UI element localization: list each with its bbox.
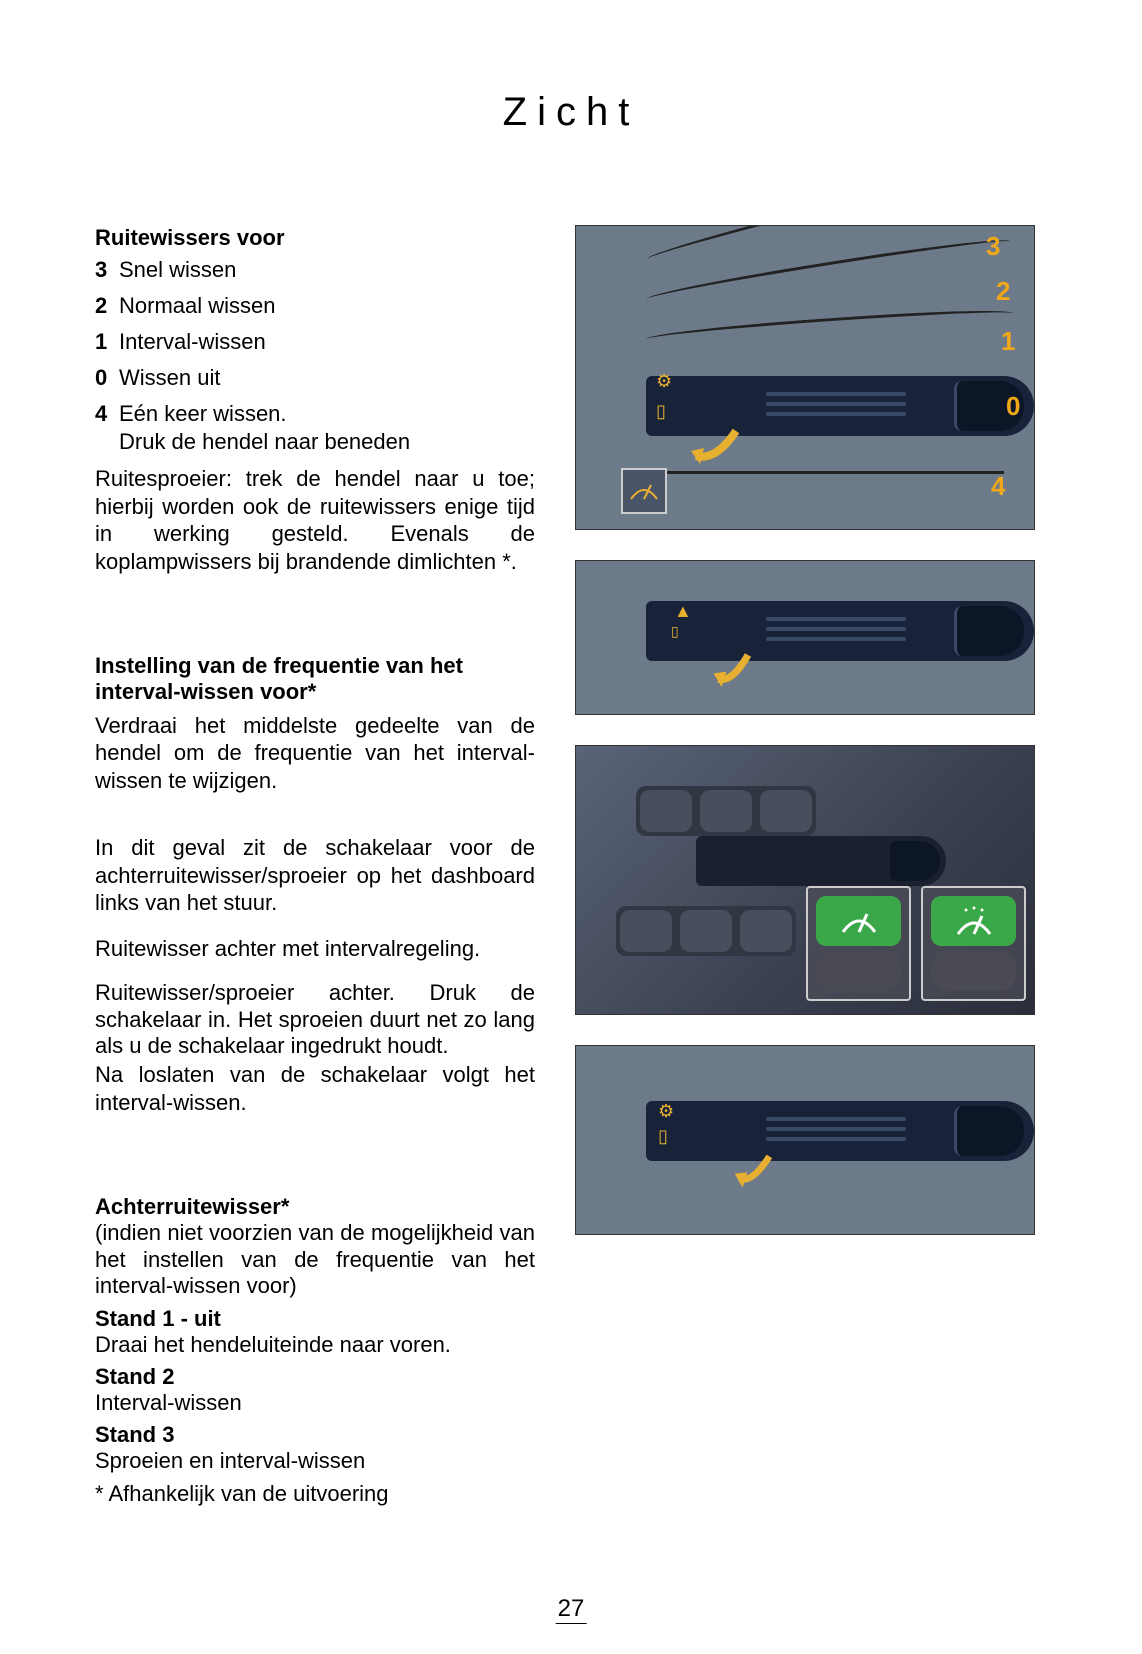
section2-para5: Na loslaten van de schakelaar volgt het … bbox=[95, 1061, 535, 1116]
list-item: 4 Eén keer wissen. bbox=[95, 401, 535, 427]
item-text: Normaal wissen bbox=[119, 293, 276, 319]
page-number: 27 bbox=[556, 1595, 587, 1624]
item-text: Eén keer wissen. bbox=[119, 401, 287, 427]
rear-washer-switch-icon bbox=[921, 886, 1026, 1001]
section1-heading: Ruitewissers voor bbox=[95, 225, 535, 251]
rotate-arrow-icon bbox=[726, 1151, 786, 1191]
section1-paragraph: Ruitesproeier: trek de hendel naar u toe… bbox=[95, 465, 535, 575]
washer-symbol-icon: ▯ bbox=[656, 401, 666, 422]
rotate-arrow-icon bbox=[706, 651, 766, 691]
content-area: Ruitewissers voor 3 Snel wissen 2 Normaa… bbox=[0, 135, 1142, 1507]
figure-rear-stalk-rotate: ⚙ ▯ bbox=[575, 1045, 1035, 1235]
list-item: 3 Snel wissen bbox=[95, 257, 535, 283]
rear-symbol-icon: ▯ bbox=[658, 1126, 668, 1147]
figure-wiper-positions: ⚙ ▯ 3 2 1 0 4 bbox=[575, 225, 1035, 530]
stand1-text: Draai het hendeluiteinde naar voren. bbox=[95, 1332, 535, 1358]
item-text: Interval-wissen bbox=[119, 329, 266, 355]
item-number: 1 bbox=[95, 329, 119, 355]
stand2-title: Stand 2 bbox=[95, 1364, 535, 1390]
ghost-stalk-icon bbox=[646, 305, 1014, 339]
section2-para3: Ruitewisser achter met intervalregeling. bbox=[95, 935, 535, 963]
list-item: 2 Normaal wissen bbox=[95, 293, 535, 319]
item-number: 3 bbox=[95, 257, 119, 283]
rear-wiper-switch-icon bbox=[806, 886, 911, 1001]
fig1-label-3: 3 bbox=[986, 231, 1000, 262]
list-item: 0 Wissen uit bbox=[95, 365, 535, 391]
section3-intro: (indien niet voorzien van de mogelijkhei… bbox=[95, 1220, 535, 1299]
item-number: 4 bbox=[95, 401, 119, 427]
wiper-symbol-icon: ⚙ bbox=[656, 371, 672, 392]
section2-heading: Instelling van de frequentie van het int… bbox=[95, 653, 535, 706]
fig1-label-1: 1 bbox=[1001, 326, 1015, 357]
fig1-label-2: 2 bbox=[996, 276, 1010, 307]
section2-para4: Ruitewisser/sproeier achter. Druk de sch… bbox=[95, 980, 535, 1059]
dash-buttons-upper bbox=[636, 786, 816, 836]
left-column: Ruitewissers voor 3 Snel wissen 2 Normaa… bbox=[95, 225, 535, 1507]
dash-stalk-icon bbox=[696, 836, 946, 886]
section2-para1: Verdraai het middelste gedeelte van de h… bbox=[95, 712, 535, 795]
footnote: * Afhankelijk van de uitvoering bbox=[95, 1481, 535, 1507]
stand1-title: Stand 1 - uit bbox=[95, 1306, 535, 1332]
interval-symbol-icon: ▲ bbox=[674, 601, 692, 622]
item-number: 0 bbox=[95, 365, 119, 391]
item-text: Snel wissen bbox=[119, 257, 236, 283]
stand3-title: Stand 3 bbox=[95, 1422, 535, 1448]
dash-buttons-lower bbox=[616, 906, 796, 956]
page-title: Zicht bbox=[0, 0, 1142, 135]
item-subtext: Druk de hendel naar beneden bbox=[119, 429, 535, 455]
stalk-icon bbox=[646, 601, 1034, 661]
ghost-stalk-icon bbox=[645, 225, 1004, 259]
wiper-symbol-icon: ⚙ bbox=[658, 1101, 674, 1122]
list-item: 1 Interval-wissen bbox=[95, 329, 535, 355]
stand2-text: Interval-wissen bbox=[95, 1390, 535, 1416]
stalk-icon bbox=[646, 1101, 1034, 1161]
right-column: ⚙ ▯ 3 2 1 0 4 ▲ ▯ bbox=[575, 225, 1035, 1507]
item-text: Wissen uit bbox=[119, 365, 220, 391]
wiper-symbol-icon: ▯ bbox=[671, 623, 679, 640]
stand3-text: Sproeien en interval-wissen bbox=[95, 1448, 535, 1474]
wiper-glyph-icon bbox=[629, 479, 659, 503]
figure-interval-ring: ▲ ▯ bbox=[575, 560, 1035, 715]
figure-dashboard-switches bbox=[575, 745, 1035, 1015]
section2-para2: In dit geval zit de schakelaar voor de a… bbox=[95, 834, 535, 917]
fig1-label-4: 4 bbox=[991, 471, 1005, 502]
fig1-label-0: 0 bbox=[1006, 391, 1020, 422]
item-number: 2 bbox=[95, 293, 119, 319]
lower-line-icon bbox=[646, 471, 1004, 477]
washer-panel-icon bbox=[621, 468, 667, 514]
section3-heading: Achterruitewisser* bbox=[95, 1194, 535, 1220]
pull-arrow-icon bbox=[686, 426, 746, 466]
